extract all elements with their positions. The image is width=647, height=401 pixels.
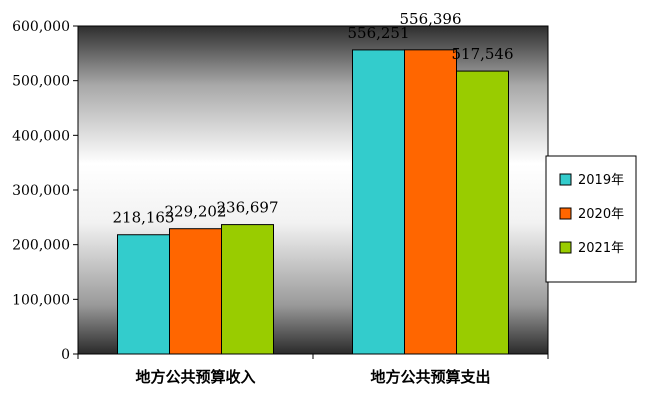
bar [352,49,405,355]
legend-swatch [559,241,572,254]
x-category-label: 地方公共预算支出 [370,368,490,386]
y-tick-label: 300,000 [12,183,70,199]
legend-swatch [559,173,572,186]
data-label: 556,251 [347,24,409,42]
bar [221,224,274,355]
bars [117,49,509,355]
legend-label: 2020年 [578,207,624,222]
y-axis: 0 100,000 200,000 300,000 400,000 500,000 600,… [12,19,79,363]
x-axis: 地方公共预算收入 地方公共预算支出 [77,353,549,386]
y-tick-label: 600,000 [12,19,70,35]
data-label: 218,163 [112,209,174,227]
bar [169,228,222,355]
bar [117,234,170,355]
legend-label: 2019年 [578,173,624,188]
bar [456,70,509,355]
legend: 2019年 2020年 2021年 [545,155,637,283]
bar [404,49,457,355]
y-tick-label: 500,000 [12,74,70,90]
y-tick-label: 200,000 [12,238,70,254]
legend-label: 2021年 [578,241,624,256]
y-tick-label: 400,000 [12,128,70,144]
data-label: 556,396 [399,10,461,28]
data-label: 236,697 [216,199,278,217]
y-tick-label: 100,000 [12,292,70,308]
x-category-label: 地方公共预算收入 [135,368,255,386]
y-tick-label: 0 [61,347,70,363]
legend-swatch [559,207,572,220]
data-label: 229,202 [164,203,226,221]
data-label: 517,546 [451,45,513,63]
